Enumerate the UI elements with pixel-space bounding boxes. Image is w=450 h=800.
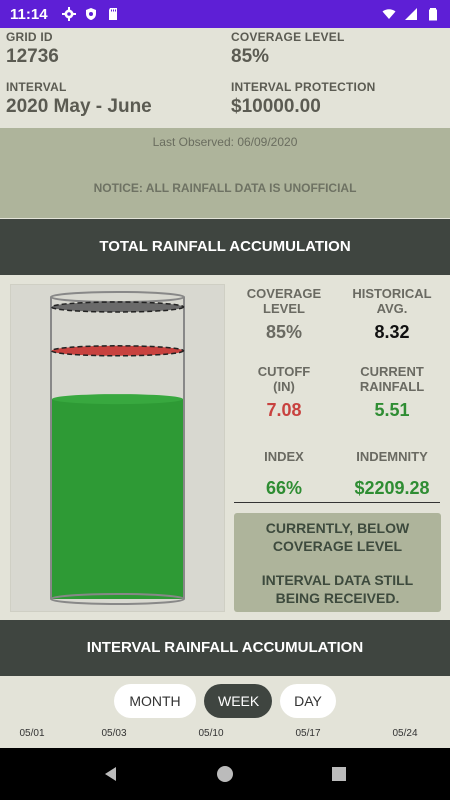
- coverage-level-value: 85%: [231, 46, 270, 67]
- stat-cutoff-label-2: (IN): [273, 379, 295, 394]
- stat-coverage-level: COVERAGE LEVEL 85%: [230, 286, 338, 343]
- gauge-water-fill: [52, 399, 183, 599]
- signal-icon: [405, 8, 417, 20]
- interval-protection-value: $10000.00: [231, 96, 321, 117]
- date-axis: 05/01 05/03 05/10 05/17 05/24: [0, 728, 450, 748]
- recents-icon[interactable]: [330, 765, 348, 783]
- stat-coverage-label-2: LEVEL: [263, 301, 305, 316]
- status-line-1b: COVERAGE LEVEL: [272, 538, 403, 554]
- cutoff-marker: [50, 345, 185, 357]
- interval-protection-cell: INTERVAL PROTECTION $10000.00: [225, 78, 450, 128]
- stat-current-value: 5.51: [374, 400, 410, 420]
- date-tick: 05/10: [198, 728, 224, 739]
- status-time: 11:14: [10, 5, 48, 23]
- date-tick: 05/01: [19, 728, 45, 739]
- wifi-icon: [382, 9, 396, 19]
- coverage-level-cell: COVERAGE LEVEL 85%: [225, 28, 450, 78]
- gauge-bottom-rim: [50, 593, 185, 605]
- system-nav-bar: [0, 748, 450, 800]
- status-bar: 11:14: [0, 0, 450, 28]
- rain-gauge-graphic: [50, 291, 185, 605]
- date-tick: 05/24: [392, 728, 418, 739]
- interval-value: 2020 May - June: [6, 96, 152, 117]
- stats-divider: [234, 502, 440, 503]
- grid-id-cell: GRID ID 12736: [0, 28, 225, 78]
- stat-current-label-2: RAINFALL: [359, 379, 425, 394]
- stat-indemnity: INDEMNITY $2209.28: [338, 449, 446, 499]
- day-button[interactable]: DAY: [280, 684, 336, 718]
- stat-indemnity-label: INDEMNITY: [356, 449, 428, 464]
- date-tick: 05/03: [101, 728, 127, 739]
- week-button[interactable]: WEEK: [204, 684, 272, 718]
- interval-cell: INTERVAL 2020 May - June: [0, 78, 225, 128]
- stat-index-value: 66%: [265, 478, 303, 498]
- interval-protection-label: INTERVAL PROTECTION: [231, 80, 376, 94]
- gauge-water-surface: [52, 394, 183, 405]
- interval-rainfall-header: INTERVAL RAINFALL ACCUMULATION: [0, 620, 450, 676]
- stat-historical-label-2: AVG.: [376, 301, 408, 316]
- rain-gauge-panel: [10, 284, 225, 612]
- last-observed-text: Last Observed: 06/09/2020: [0, 128, 450, 156]
- total-rainfall-header: TOTAL RAINFALL ACCUMULATION: [0, 219, 450, 275]
- unofficial-notice: NOTICE: ALL RAINFALL DATA IS UNOFFICIAL: [0, 156, 450, 218]
- stat-coverage-label-1: COVERAGE: [246, 286, 322, 301]
- status-line-2a: INTERVAL DATA STILL: [261, 572, 414, 588]
- stat-indemnity-value: $2209.28: [354, 478, 430, 498]
- stat-historical-avg: HISTORICAL AVG. 8.32: [338, 286, 446, 343]
- home-icon[interactable]: [216, 765, 234, 783]
- coverage-level-label: COVERAGE LEVEL: [231, 30, 345, 44]
- grid-id-label: GRID ID: [6, 30, 53, 44]
- gauge-top-rim: [50, 291, 185, 303]
- stat-historical-value: 8.32: [374, 322, 410, 342]
- stat-historical-label-1: HISTORICAL: [352, 286, 432, 301]
- interval-label: INTERVAL: [6, 80, 67, 94]
- month-button[interactable]: MONTH: [114, 684, 196, 718]
- back-icon[interactable]: [102, 765, 120, 783]
- stat-cutoff-label-1: CUTOFF: [257, 364, 311, 379]
- stat-index: INDEX 66%: [230, 449, 338, 499]
- stat-current-rainfall: CURRENT RAINFALL 5.51: [338, 364, 446, 421]
- stat-cutoff: CUTOFF (IN) 7.08: [230, 364, 338, 421]
- shield-icon: [85, 8, 96, 20]
- stat-index-label: INDEX: [264, 449, 304, 464]
- status-line-2b: BEING RECEIVED.: [275, 590, 400, 606]
- stat-cutoff-value: 7.08: [266, 400, 302, 420]
- stat-coverage-value: 85%: [265, 322, 303, 342]
- period-selector: MONTH WEEK DAY: [0, 684, 450, 718]
- policy-info-grid: GRID ID 12736 COVERAGE LEVEL 85% INTERVA…: [0, 28, 450, 128]
- coverage-status-box: CURRENTLY, BELOW COVERAGE LEVEL INTERVAL…: [234, 513, 441, 612]
- stat-current-label-1: CURRENT: [360, 364, 424, 379]
- historical-average-marker: [50, 301, 185, 313]
- battery-icon: [429, 8, 437, 21]
- gear-icon: [61, 7, 76, 21]
- status-line-1a: CURRENTLY, BELOW: [265, 520, 410, 536]
- date-tick: 05/17: [295, 728, 321, 739]
- sd-card-icon: [108, 8, 117, 20]
- grid-id-value: 12736: [6, 46, 59, 67]
